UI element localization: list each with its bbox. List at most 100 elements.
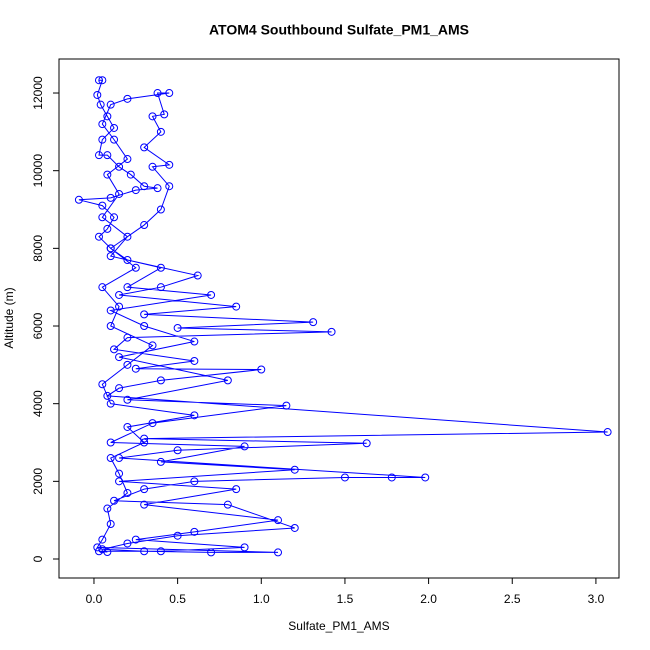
data-point (140, 221, 149, 230)
data-point (106, 520, 115, 529)
data-point (115, 477, 124, 486)
data-point (131, 186, 140, 195)
data-point (115, 353, 124, 362)
data-point (106, 244, 115, 253)
data-point (98, 120, 107, 129)
y-tick-label: 4000 (31, 390, 45, 417)
y-tick-label: 8000 (31, 235, 45, 262)
data-point (282, 401, 291, 410)
data-point (110, 123, 119, 132)
data-point (148, 341, 157, 350)
data-point (93, 543, 102, 552)
data-point (156, 283, 165, 292)
y-tick-label: 6000 (31, 312, 45, 339)
data-point (165, 182, 174, 191)
data-point (140, 500, 149, 509)
data-point (232, 485, 241, 494)
data-point (103, 224, 112, 233)
data-point (131, 364, 140, 373)
data-point (103, 112, 112, 121)
data-point (123, 488, 132, 497)
data-point (94, 547, 103, 556)
data-line (78, 79, 608, 553)
data-point (309, 318, 318, 327)
data-point (131, 263, 140, 272)
data-point (140, 547, 149, 556)
data-point (223, 500, 232, 509)
x-tick-label: 1.0 (253, 592, 270, 606)
data-point (110, 135, 119, 144)
data-point (140, 485, 149, 494)
data-point (123, 94, 132, 103)
data-point (232, 302, 241, 311)
data-point (362, 439, 371, 448)
data-point (240, 442, 249, 451)
data-point (421, 473, 430, 482)
data-point (115, 454, 124, 463)
data-point (160, 110, 169, 119)
data-point (223, 376, 232, 385)
data-point (173, 323, 182, 332)
data-point (140, 182, 149, 191)
data-point (387, 473, 396, 482)
y-tick-label: 10000 (31, 154, 45, 188)
data-point (156, 205, 165, 214)
data-point (123, 422, 132, 431)
data-point (94, 232, 103, 241)
y-tick-label: 0 (31, 555, 45, 562)
data-point (290, 465, 299, 474)
data-point (106, 193, 115, 202)
data-point (153, 184, 162, 193)
data-point (131, 535, 140, 544)
data-point (98, 135, 107, 144)
data-point (115, 469, 124, 478)
data-point (173, 531, 182, 540)
data-point (98, 283, 107, 292)
data-point (115, 189, 124, 198)
data-point (156, 127, 165, 136)
data-point (115, 162, 124, 171)
data-point (190, 477, 199, 486)
data-point (98, 535, 107, 544)
data-point (193, 271, 202, 280)
data-point (165, 160, 174, 169)
x-tick-label: 0.0 (86, 592, 103, 606)
chart-title: ATOM4 Southbound Sulfate_PM1_AMS (209, 22, 469, 38)
data-point (240, 543, 249, 552)
data-point (340, 473, 349, 482)
data-point (98, 76, 107, 85)
data-point (103, 391, 112, 400)
plot-frame (58, 58, 620, 579)
data-point (190, 411, 199, 420)
data-point (98, 380, 107, 389)
y-axis-label: Altitude (m) (2, 287, 16, 348)
data-point (74, 195, 83, 204)
data-point (148, 112, 157, 121)
data-point (94, 151, 103, 160)
data-point (110, 213, 119, 222)
data-point (103, 151, 112, 160)
x-tick-label: 2.5 (504, 592, 521, 606)
data-point (123, 360, 132, 369)
x-axis-label: Sulfate_PM1_AMS (288, 619, 389, 633)
data-point (93, 90, 102, 99)
data-point (106, 252, 115, 261)
data-point (257, 365, 266, 374)
data-point (115, 384, 124, 393)
data-point (123, 395, 132, 404)
data-point (156, 263, 165, 272)
data-point (190, 337, 199, 346)
data-point (106, 399, 115, 408)
data-point (115, 290, 124, 299)
data-point (123, 333, 132, 342)
data-point (274, 548, 283, 557)
data-point (103, 504, 112, 513)
data-point (123, 155, 132, 164)
x-tick-label: 0.5 (169, 592, 186, 606)
data-point (173, 446, 182, 455)
data-point (156, 457, 165, 466)
data-point (106, 322, 115, 331)
data-point (148, 419, 157, 428)
data-point (110, 345, 119, 354)
